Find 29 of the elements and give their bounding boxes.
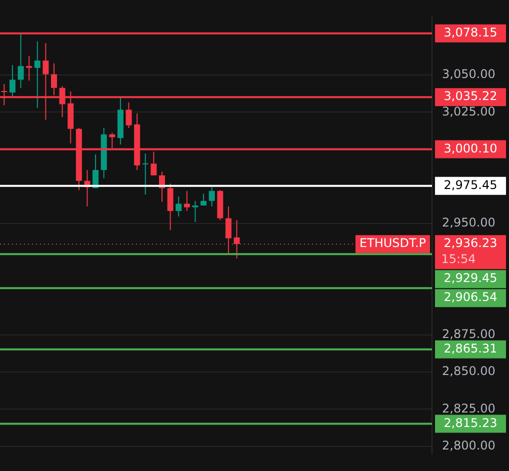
y-tick-label: 3,025.00: [442, 104, 496, 118]
candlestick: [176, 196, 182, 217]
y-tick-label: 2,800.00: [442, 438, 496, 452]
ref-line-label: 2,975.45: [444, 178, 498, 192]
candlestick: [26, 55, 32, 82]
candlestick: [142, 153, 148, 196]
candlestick: [9, 64, 16, 98]
candlestick: [192, 200, 198, 222]
y-tick-label: 2,875.00: [442, 327, 496, 342]
ref-line-label: 3,000.10: [444, 141, 498, 156]
candlestick: [184, 190, 190, 212]
y-tick-label: 2,850.00: [442, 364, 496, 378]
candlestick: [34, 40, 40, 108]
candlestick: [18, 34, 24, 88]
candlestick: [167, 183, 174, 231]
ref-line-label: 2,865.31: [444, 342, 498, 356]
ref-line-label: 2,936.23: [444, 236, 498, 250]
y-tick-label: 2,950.00: [442, 216, 496, 230]
candlestick: [208, 186, 215, 207]
ref-line-label: 3,078.15: [444, 25, 498, 40]
y-tick-label: 3,050.00: [442, 67, 496, 82]
ref-line-label: 2,906.54: [444, 290, 498, 304]
y-tick-label: 2,825.00: [442, 401, 496, 416]
candlestick: [126, 102, 132, 128]
ref-line-label: 3,035.22: [444, 89, 498, 104]
text: 15:54: [441, 252, 476, 266]
ref-line-label: 2,815.23: [444, 416, 498, 430]
annotation: ETHUSDT.P: [359, 236, 426, 250]
ref-line-label: 2,929.45: [444, 271, 498, 286]
